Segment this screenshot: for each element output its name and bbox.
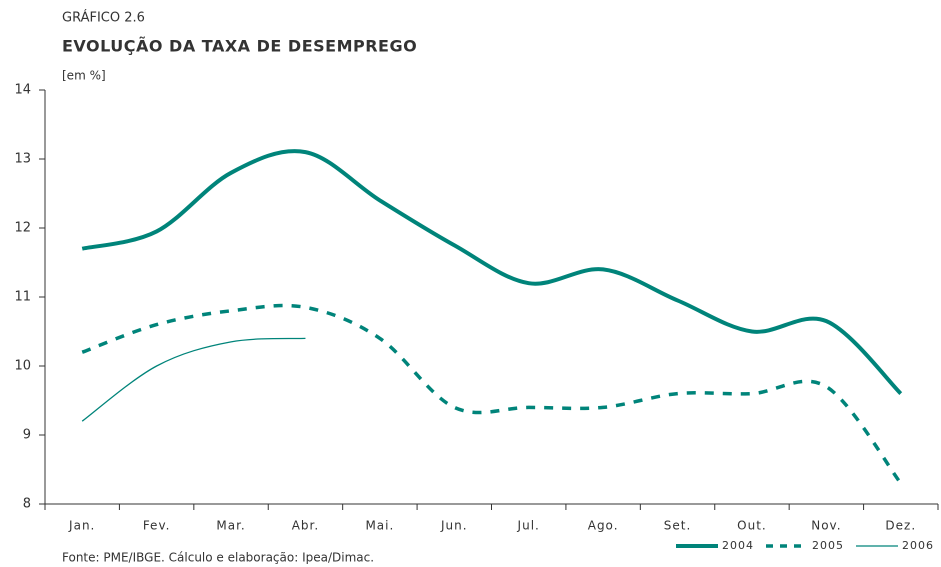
- x-tick-label: Jan.: [68, 519, 95, 533]
- x-tick-label: Fev.: [143, 519, 171, 533]
- series-line: [81, 149, 903, 396]
- y-tick-label: 11: [14, 290, 31, 305]
- x-tick-label: Set.: [664, 519, 692, 533]
- y-tick-label: 12: [14, 221, 31, 236]
- chart-title: EVOLUÇÃO DA TAXA DE DESEMPREGO: [62, 37, 417, 56]
- legend-label: 2005: [812, 539, 844, 552]
- y-tick-label: 13: [14, 152, 31, 167]
- x-tick-label: Nov.: [811, 519, 841, 533]
- x-tick-label: Abr.: [292, 519, 319, 533]
- y-axis-label: [em %]: [62, 69, 106, 83]
- x-tick-label: Out.: [737, 519, 767, 533]
- legend-label: 2006: [902, 539, 934, 552]
- x-tick-label: Ago.: [588, 519, 619, 533]
- x-tick-label: Mai.: [365, 519, 394, 533]
- x-tick-label: Jun.: [440, 519, 468, 533]
- x-tick-label: Mar.: [216, 519, 245, 533]
- x-tick-label: Dez.: [885, 519, 916, 533]
- chart-label: GRÁFICO 2.6: [62, 10, 145, 26]
- y-tick-label: 14: [14, 83, 31, 98]
- y-tick-label: 8: [23, 497, 31, 512]
- legend-label: 2004: [722, 539, 754, 552]
- series-line: [81, 303, 903, 485]
- series-line: [81, 337, 306, 422]
- source-note: Fonte: PME/IBGE. Cálculo e elaboração: I…: [62, 551, 374, 565]
- y-tick-label: 10: [14, 359, 31, 374]
- y-tick-label: 9: [23, 428, 31, 443]
- x-tick-label: Jul.: [517, 519, 540, 533]
